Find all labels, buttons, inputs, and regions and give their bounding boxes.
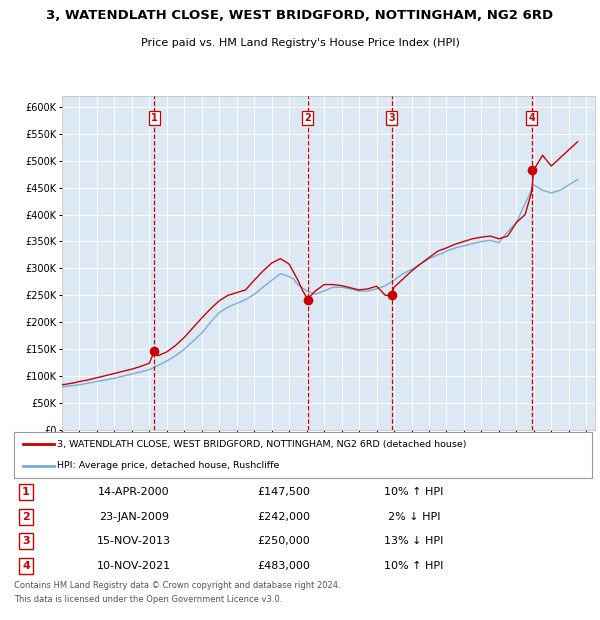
Text: 1: 1 (151, 113, 158, 123)
Text: 13% ↓ HPI: 13% ↓ HPI (385, 536, 443, 546)
Text: £250,000: £250,000 (257, 536, 310, 546)
Text: 15-NOV-2013: 15-NOV-2013 (97, 536, 171, 546)
Text: 3: 3 (22, 536, 30, 546)
Text: 1: 1 (22, 487, 30, 497)
Text: 10-NOV-2021: 10-NOV-2021 (97, 560, 171, 571)
Text: 3, WATENDLATH CLOSE, WEST BRIDGFORD, NOTTINGHAM, NG2 6RD (detached house): 3, WATENDLATH CLOSE, WEST BRIDGFORD, NOT… (58, 440, 467, 449)
Text: Contains HM Land Registry data © Crown copyright and database right 2024.: Contains HM Land Registry data © Crown c… (14, 580, 341, 590)
Text: 10% ↑ HPI: 10% ↑ HPI (385, 560, 443, 571)
Text: 23-JAN-2009: 23-JAN-2009 (99, 512, 169, 522)
Text: HPI: Average price, detached house, Rushcliffe: HPI: Average price, detached house, Rush… (58, 461, 280, 470)
Text: 4: 4 (22, 560, 30, 571)
Text: £483,000: £483,000 (257, 560, 310, 571)
Text: 3: 3 (389, 113, 395, 123)
Text: 3, WATENDLATH CLOSE, WEST BRIDGFORD, NOTTINGHAM, NG2 6RD: 3, WATENDLATH CLOSE, WEST BRIDGFORD, NOT… (46, 9, 554, 22)
Text: 4: 4 (528, 113, 535, 123)
Text: 10% ↑ HPI: 10% ↑ HPI (385, 487, 443, 497)
Text: This data is licensed under the Open Government Licence v3.0.: This data is licensed under the Open Gov… (14, 595, 283, 604)
Text: £242,000: £242,000 (257, 512, 311, 522)
Text: Price paid vs. HM Land Registry's House Price Index (HPI): Price paid vs. HM Land Registry's House … (140, 38, 460, 48)
Text: 14-APR-2000: 14-APR-2000 (98, 487, 170, 497)
Text: 2: 2 (22, 512, 30, 522)
Text: 2% ↓ HPI: 2% ↓ HPI (388, 512, 440, 522)
Text: £147,500: £147,500 (257, 487, 310, 497)
Text: 2: 2 (305, 113, 311, 123)
